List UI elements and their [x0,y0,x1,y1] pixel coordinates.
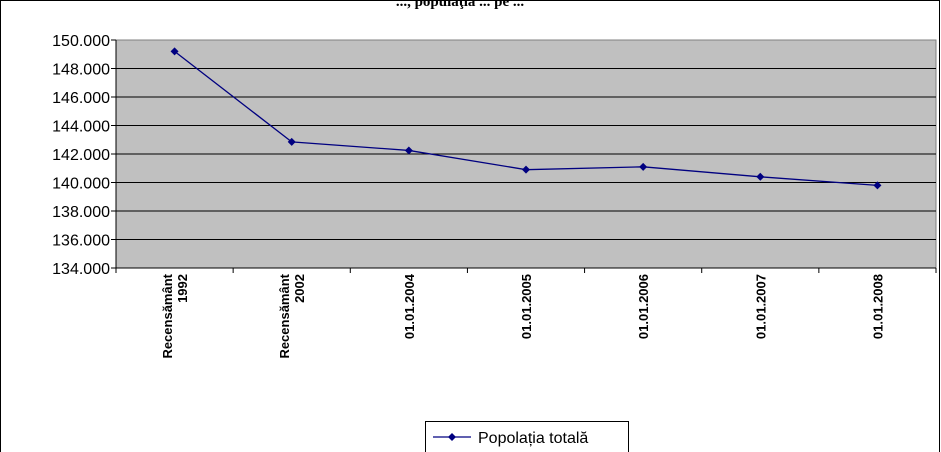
x-tick-label: Recensământ [160,273,175,358]
chart-title: ..., populaţia ... pe ... [396,0,525,10]
legend: Popolația totală [426,422,629,452]
y-tick-label: 144.000 [52,119,110,136]
y-tick-label: 148.000 [52,62,110,79]
y-tick-label: 146.000 [52,90,110,107]
y-tick-label: 150.000 [52,33,110,50]
x-tick-label: 01.01.2006 [636,274,651,339]
y-tick-label: 142.000 [52,147,110,164]
y-tick-label: 140.000 [52,176,110,193]
x-tick-label: 01.01.2005 [519,274,534,339]
y-tick-label: 134.000 [52,261,110,278]
x-tick-label: 01.01.2008 [870,274,885,339]
x-tick-label: 01.01.2007 [753,274,768,339]
x-tick-label: Recensământ [277,273,292,358]
legend-label: Popolația totală [478,430,588,447]
x-tick-label: 01.01.2004 [402,273,417,339]
y-axis: 134.000 136.000 138.000 140.000 142.000 144.0… [52,33,116,278]
y-tick-label: 138.000 [52,204,110,221]
x-tick-label: 1992 [175,274,190,303]
x-tick-label: 2002 [292,274,307,303]
y-tick-label: 136.000 [52,233,110,250]
